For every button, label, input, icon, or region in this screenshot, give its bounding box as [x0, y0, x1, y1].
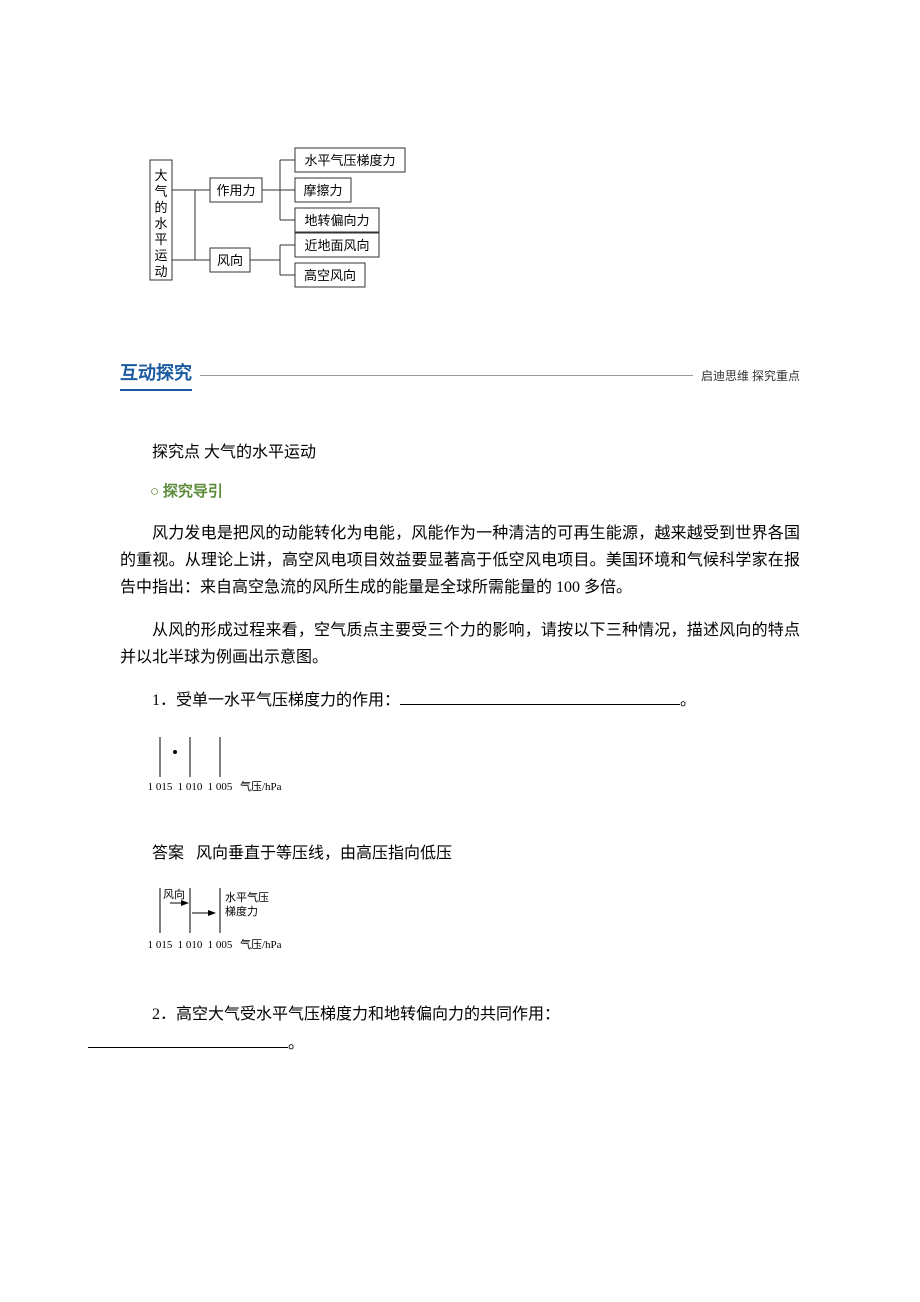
ans-tick-2: 1 005	[208, 939, 233, 951]
ans-label-force-1: 水平气压	[225, 890, 269, 904]
intro-paragraph-1: 风力发电是把风的动能转化为电能，风能作为一种清洁的可再生能源，越来越受到世界各国…	[120, 520, 800, 602]
question-1: 1．受单一水平气压梯度力的作用： 。	[120, 687, 800, 716]
q1-period: 。	[680, 692, 696, 709]
answer-1: 答案 风向垂直于等压线，由高压指向低压	[120, 840, 800, 867]
q1-tick-1: 1 010	[178, 781, 203, 793]
answer-prefix: 答案	[152, 845, 184, 862]
svg-text:平: 平	[154, 232, 167, 247]
svg-text:运: 运	[154, 248, 167, 263]
svg-text:气: 气	[154, 184, 167, 199]
q1-tick-0: 1 015	[148, 781, 173, 793]
q1-chart: 1 015 1 010 1 005 气压/hPa	[140, 732, 800, 810]
question-2: 2．高空大气受水平气压梯度力和地转偏向力的共同作用： 。	[120, 1001, 800, 1059]
branch1-item-2: 地转偏向力	[304, 213, 369, 228]
svg-text:水: 水	[154, 216, 167, 231]
ans-label-force-2: 梯度力	[225, 904, 258, 918]
q1-tick-2: 1 005	[208, 781, 233, 793]
branch2-item-0: 近地面风向	[304, 238, 369, 253]
intro-paragraph-2: 从风的形成过程来看，空气质点主要受三个力的影响，请按以下三种情况，描述风向的特点…	[120, 617, 800, 671]
section-line	[200, 375, 693, 376]
q1-unit: 气压/hPa	[240, 779, 282, 793]
branch1-label: 作用力	[216, 183, 255, 198]
ans-unit: 气压/hPa	[240, 937, 282, 951]
tree-root-text: 大	[154, 168, 167, 183]
q1-blank	[400, 688, 680, 706]
branch2-label: 风向	[217, 253, 243, 268]
q1-answer-chart: 风向 水平气压 梯度力 1 015 1 010 1 005 气压/hPa	[140, 883, 800, 971]
section-subtitle: 启迪思维 探究重点	[701, 367, 800, 385]
ans-tick-0: 1 015	[148, 939, 173, 951]
q2-label: 2．高空大气受水平气压梯度力和地转偏向力的共同作用：	[152, 1006, 560, 1023]
q2-period: 。	[288, 1035, 304, 1052]
explore-point-title: 探究点 大气的水平运动	[120, 441, 800, 465]
branch1-item-0: 水平气压梯度力	[304, 153, 395, 168]
ans-tick-1: 1 010	[178, 939, 203, 951]
svg-text:的: 的	[154, 200, 167, 215]
ans-label-wind: 风向	[163, 887, 185, 901]
explore-sub-heading: 探究导引	[120, 481, 800, 504]
tree-diagram: 大 气 的 水 平 运 动 作用力 风向 水平气压梯度力 摩擦力 地转偏向力	[140, 140, 800, 300]
svg-text:动: 动	[154, 264, 167, 279]
branch1-item-1: 摩擦力	[303, 183, 342, 198]
q1-label: 1．受单一水平气压梯度力的作用：	[152, 692, 400, 709]
section-header: 互动探究 启迪思维 探究重点	[120, 360, 800, 391]
answer-text: 风向垂直于等压线，由高压指向低压	[196, 845, 452, 862]
q2-blank	[88, 1031, 288, 1049]
branch2-item-1: 高空风向	[304, 268, 356, 283]
section-title: 互动探究	[120, 360, 192, 391]
